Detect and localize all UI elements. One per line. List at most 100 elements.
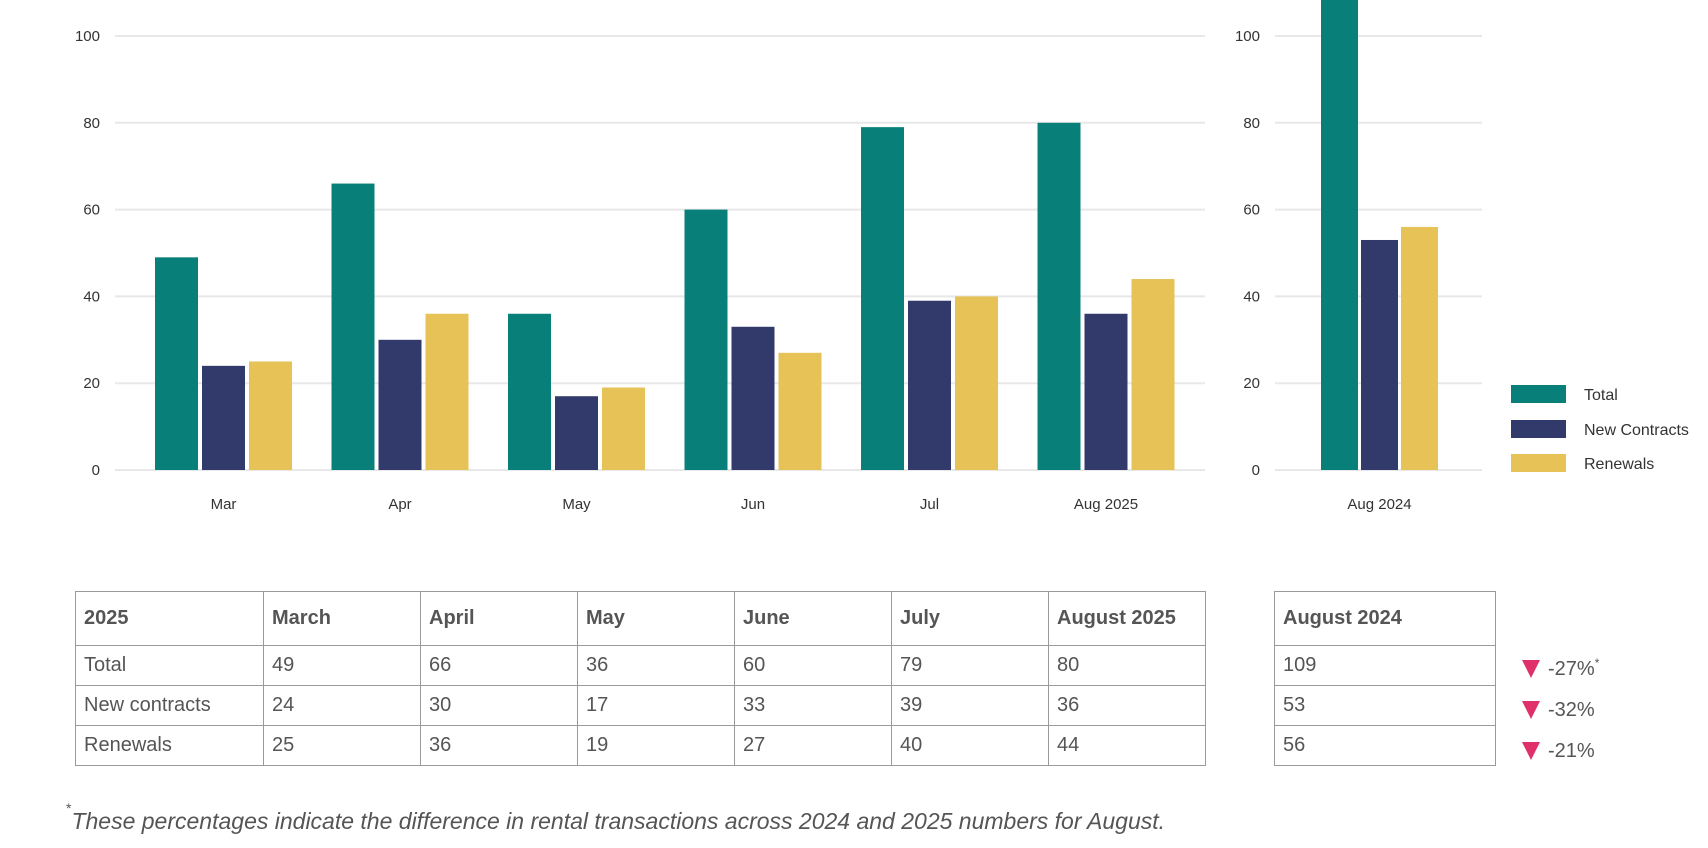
y-tick-label: 20 bbox=[1243, 375, 1260, 392]
table-2024-header-row: August 2024 bbox=[1274, 591, 1496, 646]
down-triangle-icon bbox=[1522, 701, 1540, 719]
table-row: 53 bbox=[1274, 685, 1496, 726]
table-cell: 27 bbox=[734, 725, 892, 766]
bar-total bbox=[1037, 122, 1081, 471]
table-cell: 40 bbox=[891, 725, 1049, 766]
change-value: -32% bbox=[1548, 698, 1595, 721]
table-header-cell: August 2025 bbox=[1048, 591, 1206, 646]
table-2025-header-row: 2025 March April May June July August 20… bbox=[75, 591, 1206, 646]
table-row: New contracts 24 30 17 33 39 36 bbox=[75, 685, 1206, 726]
y-tick-label: 60 bbox=[83, 202, 100, 219]
table-header-cell: April bbox=[420, 591, 578, 646]
bar-renewals bbox=[1131, 279, 1175, 470]
y-tick-label: 80 bbox=[1243, 115, 1260, 132]
table-cell: 109 bbox=[1274, 645, 1496, 686]
y-tick-label: 80 bbox=[83, 115, 100, 132]
bar-renewals bbox=[955, 296, 998, 470]
legend-label: New Contracts bbox=[1584, 422, 1689, 439]
change-marker: * bbox=[1594, 656, 1600, 670]
table-cell: 30 bbox=[420, 685, 578, 726]
y-tick-label: 0 bbox=[92, 462, 100, 479]
bar-new-contracts bbox=[908, 300, 951, 470]
down-triangle-icon bbox=[1522, 660, 1540, 678]
table-cell: 36 bbox=[1048, 685, 1206, 726]
down-triangle-icon bbox=[1522, 742, 1540, 760]
y-tick-label: 20 bbox=[83, 375, 100, 392]
change-new-contracts: -32% bbox=[1522, 698, 1595, 722]
legend-swatch bbox=[1511, 385, 1566, 403]
x-tick-label: Apr bbox=[388, 496, 411, 513]
bar-total bbox=[684, 209, 728, 470]
table-header-cell: May bbox=[577, 591, 735, 646]
bar-new-contracts bbox=[202, 365, 245, 470]
legend-label: Total bbox=[1584, 387, 1618, 404]
bar-total bbox=[1321, 0, 1358, 470]
y-tick-label: 40 bbox=[83, 288, 100, 305]
table-cell: 53 bbox=[1274, 685, 1496, 726]
table-cell: Total bbox=[75, 645, 264, 686]
table-row: Total 49 66 36 60 79 80 bbox=[75, 645, 1206, 686]
table-row: 109 bbox=[1274, 645, 1496, 686]
table-cell: 19 bbox=[577, 725, 735, 766]
y-tick-label: 100 bbox=[1235, 28, 1260, 45]
y-tick-label: 100 bbox=[75, 28, 100, 45]
table-cell: 60 bbox=[734, 645, 892, 686]
table-cell: 80 bbox=[1048, 645, 1206, 686]
table-header-cell: March bbox=[263, 591, 421, 646]
table-cell: 79 bbox=[891, 645, 1049, 686]
table-cell: 25 bbox=[263, 725, 421, 766]
table-cell: New contracts bbox=[75, 685, 264, 726]
table-cell: Renewals bbox=[75, 725, 264, 766]
footnote: *These percentages indicate the differen… bbox=[66, 800, 1166, 835]
bar-charts: 0 20 40 60 80 100 Mar Apr May Jun Jul Aug 2025 0 20 40… bbox=[75, 0, 1689, 513]
change-value: -21% bbox=[1548, 739, 1595, 762]
bar-renewals bbox=[249, 361, 292, 470]
table-cell: 36 bbox=[577, 645, 735, 686]
table-2024: August 2024 109 53 56 bbox=[1274, 591, 1496, 766]
bar-renewals bbox=[1401, 226, 1438, 470]
legend-label: Renewals bbox=[1584, 456, 1654, 473]
bar-total bbox=[861, 127, 904, 470]
bar-new-contracts bbox=[1361, 239, 1398, 470]
bar-renewals bbox=[778, 352, 822, 470]
x-tick-label: Jul bbox=[920, 496, 939, 513]
bar-renewals bbox=[602, 387, 645, 470]
x-tick-label: May bbox=[562, 496, 591, 513]
bar-new-contracts bbox=[555, 396, 598, 470]
table-cell: 66 bbox=[420, 645, 578, 686]
x-tick-label: Aug 2025 bbox=[1074, 496, 1138, 513]
x-tick-label: Jun bbox=[741, 496, 765, 513]
table-header-cell: July bbox=[891, 591, 1049, 646]
footnote-text: These percentages indicate the differenc… bbox=[71, 808, 1166, 834]
x-tick-label: Aug 2024 bbox=[1347, 496, 1411, 513]
change-value: -27% bbox=[1548, 657, 1595, 680]
bar-total bbox=[155, 257, 198, 470]
bar-total bbox=[508, 313, 551, 470]
table-cell: 24 bbox=[263, 685, 421, 726]
change-total: -27% * bbox=[1522, 656, 1600, 681]
y-tick-label: 60 bbox=[1243, 202, 1260, 219]
table-cell: 56 bbox=[1274, 725, 1496, 766]
table-cell: 49 bbox=[263, 645, 421, 686]
bar-total bbox=[331, 183, 375, 470]
y-tick-label: 40 bbox=[1243, 288, 1260, 305]
y-tick-label: 0 bbox=[1252, 462, 1260, 479]
table-row: 56 bbox=[1274, 725, 1496, 766]
bar-new-contracts bbox=[378, 339, 422, 470]
change-renewals: -21% bbox=[1522, 739, 1595, 763]
table-row: Renewals 25 36 19 27 40 44 bbox=[75, 725, 1206, 766]
table-header-cell: 2025 bbox=[75, 591, 264, 646]
legend-swatch bbox=[1511, 454, 1566, 472]
table-cell: 36 bbox=[420, 725, 578, 766]
legend-swatch bbox=[1511, 420, 1566, 438]
table-cell: 17 bbox=[577, 685, 735, 726]
table-2025: 2025 March April May June July August 20… bbox=[75, 591, 1206, 766]
table-header-cell: June bbox=[734, 591, 892, 646]
footnote-marker: * bbox=[66, 800, 72, 816]
x-tick-label: Mar bbox=[211, 496, 237, 513]
table-header-cell: August 2024 bbox=[1274, 591, 1496, 646]
table-cell: 39 bbox=[891, 685, 1049, 726]
bar-new-contracts bbox=[731, 326, 775, 470]
table-cell: 44 bbox=[1048, 725, 1206, 766]
bar-new-contracts bbox=[1084, 313, 1128, 470]
